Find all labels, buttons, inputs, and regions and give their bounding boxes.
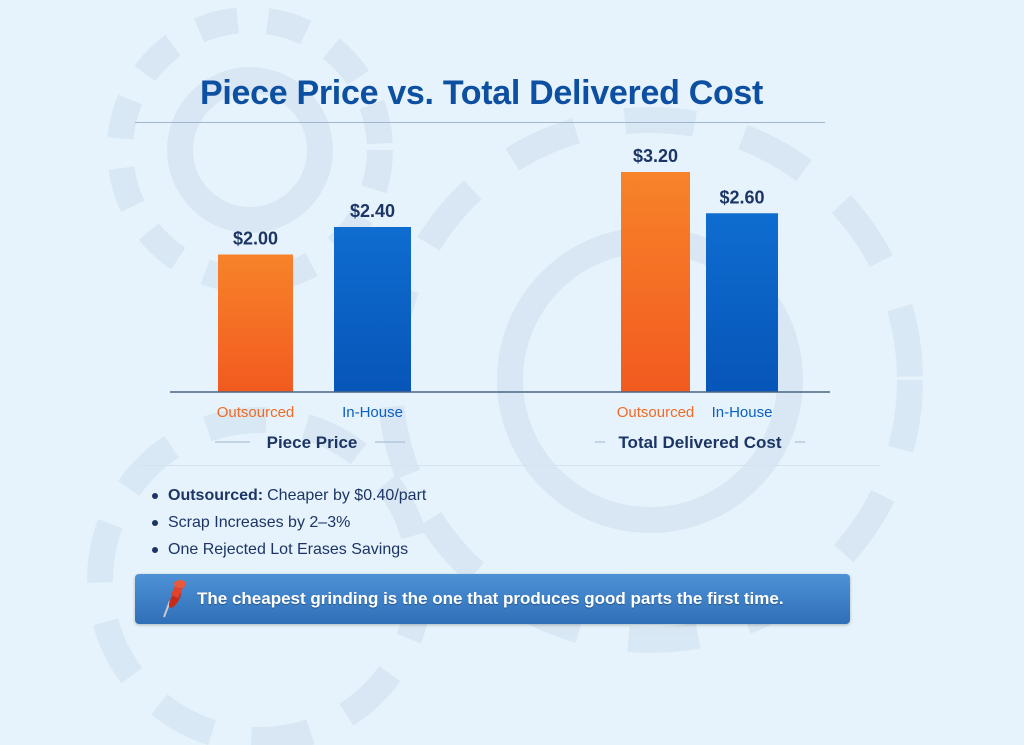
bullet-text: Scrap Increases by 2–3% — [168, 513, 351, 531]
bullet-item: One Rejected Lot Erases Savings — [152, 536, 426, 563]
bar-chart: $2.00 Outsourced $2.40 In-House Piece Price $… — [170, 146, 830, 452]
data-label: $2.40 — [350, 201, 395, 221]
page-title: Piece Price vs. Total Delivered Cost — [200, 74, 764, 112]
section-divider — [140, 465, 880, 466]
bullet-text: Cheaper by $0.40/part — [267, 486, 427, 504]
data-label: $3.20 — [633, 146, 678, 166]
takeaway-banner: The cheapest grinding is the one that pr… — [135, 574, 850, 624]
bullet-item: Scrap Increases by 2–3% — [152, 509, 426, 536]
title-underline — [135, 122, 825, 123]
data-label: $2.60 — [719, 187, 764, 207]
bullet-bold: Outsourced: — [168, 486, 264, 504]
bar-in-house — [706, 213, 778, 392]
group-label: Total Delivered Cost — [618, 433, 781, 452]
bullet-list: Outsourced: Cheaper by $0.40/part Scrap I… — [152, 482, 426, 563]
banner-text: The cheapest grinding is the one that pr… — [197, 589, 784, 608]
bullet-icon — [152, 546, 158, 553]
category-label: In-House — [712, 404, 773, 421]
bar-outsourced — [218, 254, 293, 392]
data-label: $2.00 — [233, 229, 278, 249]
bullet-item: Outsourced: Cheaper by $0.40/part — [152, 482, 426, 509]
pushpin-icon — [163, 580, 186, 618]
bullet-icon — [152, 492, 158, 499]
bullet-icon — [152, 519, 158, 526]
bar-outsourced — [621, 172, 690, 392]
category-label: Outsourced — [617, 404, 695, 421]
bullet-text: One Rejected Lot Erases Savings — [168, 540, 409, 558]
category-label: In-House — [342, 404, 403, 421]
group-label: Piece Price — [267, 433, 358, 452]
category-label: Outsourced — [217, 404, 295, 421]
bar-in-house — [334, 227, 411, 392]
